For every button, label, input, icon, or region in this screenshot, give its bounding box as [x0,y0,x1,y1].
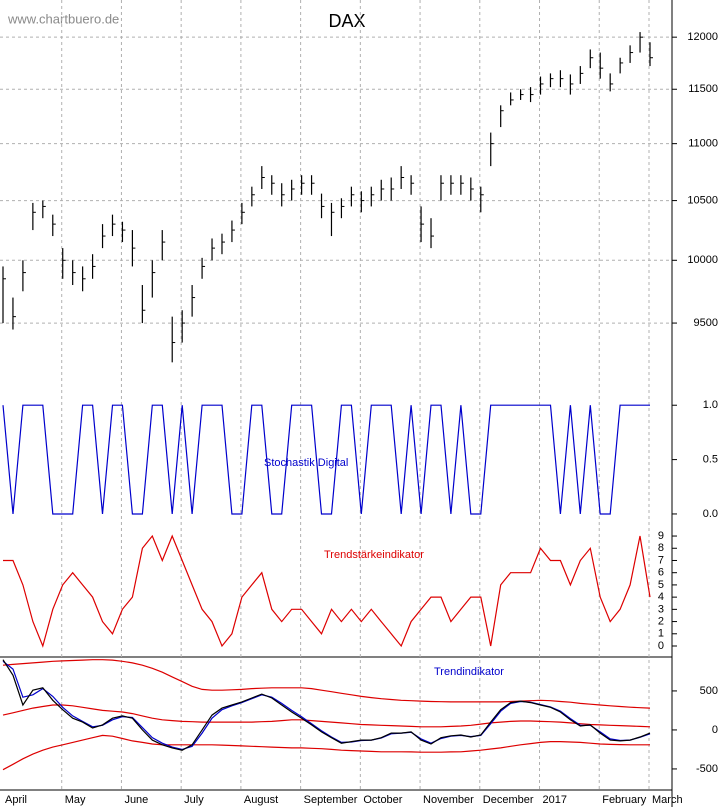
panel-title: Stochastik Digital [264,457,348,469]
y-tick-label: 11000 [688,138,718,150]
x-tick-label: June [124,794,148,806]
y-tick-label: 12000 [687,31,718,43]
y-tick-label: 11500 [688,83,718,95]
x-tick-label: April [5,794,27,806]
y-tick-label: 0.5 [703,453,718,465]
y-tick-label: 9 [658,530,664,542]
y-tick-label: 4 [658,591,664,603]
y-tick-label: 9500 [694,317,718,329]
panel-title: Trendstärkeindikator [324,549,424,561]
y-tick-label: 10000 [687,254,718,266]
x-tick-label: October [363,794,402,806]
series-line [2,734,650,771]
x-tick-label: February [602,794,647,806]
y-tick-label: 0 [712,724,718,736]
series-line [3,534,651,648]
series-line [2,659,651,709]
y-tick-label: 2 [658,615,664,627]
x-tick-label: March [652,794,683,806]
x-tick-label: July [184,794,204,806]
series-line [2,404,650,515]
chart-title: DAX [328,11,365,31]
x-tick-label: May [65,794,86,806]
series-line [2,704,651,728]
y-tick-label: 8 [658,542,664,554]
x-tick-label: August [244,794,278,806]
y-tick-label: 7 [658,554,664,566]
x-tick-label: November [423,794,474,806]
y-tick-label: 0 [658,640,664,652]
y-tick-label: 500 [700,685,718,697]
x-tick-label: December [483,794,534,806]
y-tick-label: 1 [658,628,664,640]
panel-title: Trendindikator [434,666,504,678]
y-tick-label: 5 [658,579,664,591]
series-line [2,659,651,751]
y-tick-label: 1.0 [703,399,718,411]
x-tick-label: September [304,794,358,806]
source: www.chartbuero.de [7,11,119,26]
y-tick-label: 6 [658,567,664,579]
y-tick-label: -500 [696,763,718,775]
y-tick-label: 0.0 [703,508,718,520]
y-tick-label: 3 [658,603,664,615]
x-tick-label: 2017 [543,794,567,806]
y-tick-label: 10500 [687,194,718,206]
